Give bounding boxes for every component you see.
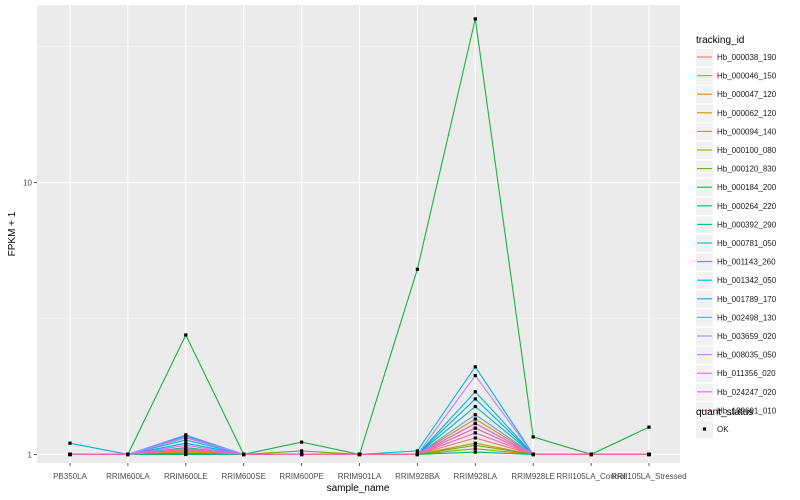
y-tick-label: 10 xyxy=(23,179,32,188)
legend: tracking_id Hb_000038_190Hb_000046_150Hb… xyxy=(696,35,777,438)
data-point xyxy=(473,436,477,440)
data-point xyxy=(589,452,593,457)
data-point xyxy=(473,426,477,430)
legend-label: Hb_011356_020 xyxy=(717,369,776,378)
legend-label: Hb_002498_130 xyxy=(717,313,777,322)
data-point xyxy=(300,440,304,444)
x-tick-label: RRIM901LA xyxy=(338,472,382,481)
data-point xyxy=(473,404,477,409)
legend-label: Hb_000062_120 xyxy=(717,109,777,118)
data-point xyxy=(473,447,477,451)
data-point xyxy=(473,421,477,426)
legend-label: Hb_003659_020 xyxy=(717,332,777,341)
legend-label: Hb_024247_020 xyxy=(717,388,777,397)
legend-label: Hb_001342_050 xyxy=(717,276,777,285)
data-point xyxy=(473,417,477,421)
data-point xyxy=(184,333,188,337)
y-axis-title: FPKM + 1 xyxy=(7,211,18,256)
data-point xyxy=(415,449,419,453)
data-point xyxy=(184,448,188,452)
data-point xyxy=(184,438,188,442)
y-axis: 1 10 xyxy=(23,179,37,459)
data-point xyxy=(68,441,72,445)
legend-label: Hb_000047_120 xyxy=(717,90,777,99)
x-tick-label: RRIM600SE xyxy=(221,472,265,481)
legend-items: Hb_000038_190 Hb_000046_150 Hb_000047_120 H… xyxy=(696,49,777,420)
data-point xyxy=(357,452,362,457)
y-tick-label: 1 xyxy=(28,450,33,459)
legend-label: Hb_000781_050 xyxy=(717,239,777,248)
data-point xyxy=(473,390,477,394)
data-point xyxy=(647,425,651,429)
data-point xyxy=(473,17,477,21)
legend-title: tracking_id xyxy=(696,35,744,46)
data-point xyxy=(184,441,188,445)
data-point xyxy=(68,452,72,457)
x-tick-label: PB350LA xyxy=(53,472,87,481)
x-tick-label: RRIM600LA xyxy=(106,472,150,481)
legend-label: Hb_000120_830 xyxy=(717,165,777,174)
data-point xyxy=(473,443,477,447)
legend-label: Hb_000264_220 xyxy=(717,202,777,211)
legend-label: Hb_008035_050 xyxy=(717,351,777,360)
plot-panel xyxy=(37,5,680,463)
x-tick-label: RRIM928BA xyxy=(395,472,440,481)
data-point xyxy=(300,452,304,457)
data-point xyxy=(415,452,419,457)
square-marker-icon xyxy=(702,427,707,431)
data-point xyxy=(473,365,477,369)
data-point xyxy=(184,451,188,455)
data-point xyxy=(531,435,535,439)
legend-label: Hb_000392_290 xyxy=(717,220,777,229)
data-point xyxy=(242,452,246,457)
legend-label: Hb_000046_150 xyxy=(717,72,777,81)
data-point xyxy=(473,441,477,445)
x-axis-title: sample_name xyxy=(327,483,390,494)
data-points xyxy=(68,17,651,457)
data-point xyxy=(473,397,477,401)
x-tick-label: RRIM600PE xyxy=(279,472,323,481)
shape-legend: OK xyxy=(696,421,729,438)
data-point xyxy=(473,450,477,454)
data-point xyxy=(126,452,130,457)
data-point xyxy=(184,436,188,440)
x-tick-label: RRIM600LE xyxy=(164,472,208,481)
data-point xyxy=(473,413,477,417)
legend-label: Hb_001143_260 xyxy=(717,258,776,267)
legend-label: Hb_000038_190 xyxy=(717,53,777,62)
x-tick-label: RRIM928LA xyxy=(454,472,498,481)
x-tick-label: RRII105LA_Stressed xyxy=(611,472,686,481)
grid-lines xyxy=(37,5,680,463)
x-axis: PB350LA RRIM600LA RRIM600LE RRIM600SE RRIM60… xyxy=(53,463,687,481)
data-point xyxy=(531,452,535,457)
legend-label: Hb_001789_170 xyxy=(717,295,777,304)
shape-legend-title: quant_status xyxy=(696,407,753,418)
data-point xyxy=(415,267,419,271)
x-tick-label: RRIM928LE xyxy=(511,472,555,481)
data-point xyxy=(184,443,188,447)
legend-label: Hb_000100_080 xyxy=(717,146,777,155)
data-point xyxy=(300,449,304,453)
legend-label: Hb_000094_140 xyxy=(717,127,777,136)
legend-label: Hb_000184_200 xyxy=(717,183,777,192)
data-point xyxy=(473,431,477,435)
legend-label: Hb_139691_010 xyxy=(717,406,777,415)
data-point xyxy=(647,452,651,457)
data-point xyxy=(184,433,188,437)
data-point xyxy=(473,373,477,378)
x-tick-label: RRII105LA_Control xyxy=(556,472,626,481)
shape-legend-label: OK xyxy=(717,425,729,434)
